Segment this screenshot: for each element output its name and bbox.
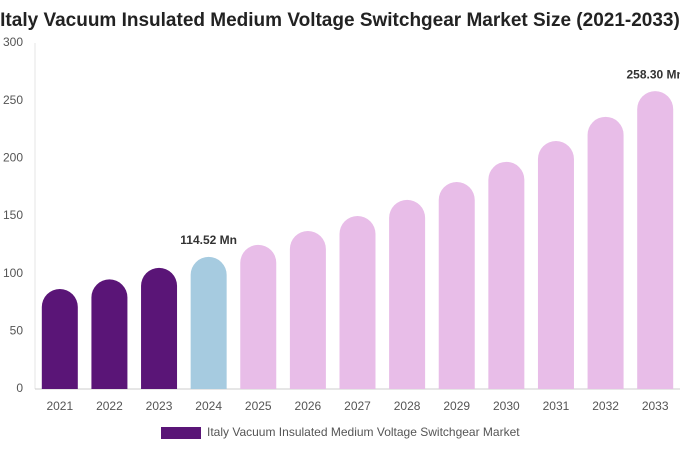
bar [91, 279, 128, 389]
legend-swatch [161, 427, 201, 439]
bar [389, 199, 426, 389]
x-tick-label: 2021 [46, 399, 73, 413]
bar [438, 181, 475, 389]
bar [587, 116, 624, 389]
bar [339, 216, 376, 389]
x-tick-label: 2028 [394, 399, 421, 413]
y-tick-label: 0 [16, 381, 23, 395]
x-tick-label: 2024 [195, 399, 222, 413]
y-tick-label: 250 [3, 93, 23, 107]
x-tick-label: 2027 [344, 399, 371, 413]
x-tick-label: 2022 [96, 399, 123, 413]
value-label: 258.30 Mn [627, 67, 680, 81]
y-tick-label: 100 [3, 266, 23, 280]
legend-label: Italy Vacuum Insulated Medium Voltage Sw… [207, 425, 520, 439]
y-tick-label: 200 [3, 151, 23, 165]
x-tick-label: 2031 [543, 399, 570, 413]
x-tick-label: 2026 [295, 399, 322, 413]
bar [637, 91, 674, 390]
x-tick-label: 2030 [493, 399, 520, 413]
x-tick-label: 2033 [642, 399, 669, 413]
bar [240, 244, 277, 389]
y-tick-label: 150 [3, 208, 23, 222]
x-tick-label: 2029 [443, 399, 470, 413]
bar [190, 256, 227, 389]
y-tick-label: 300 [3, 35, 23, 49]
chart-title: Italy Vacuum Insulated Medium Voltage Sw… [0, 10, 680, 31]
x-tick-label: 2025 [245, 399, 272, 413]
y-tick-label: 50 [10, 324, 24, 338]
x-tick-label: 2023 [146, 399, 173, 413]
x-tick-label: 2032 [592, 399, 619, 413]
bar [289, 230, 326, 389]
value-label: 114.52 Mn [180, 233, 237, 247]
bar [41, 289, 78, 389]
bar [141, 267, 178, 389]
bar [537, 141, 574, 389]
bar [488, 161, 525, 389]
